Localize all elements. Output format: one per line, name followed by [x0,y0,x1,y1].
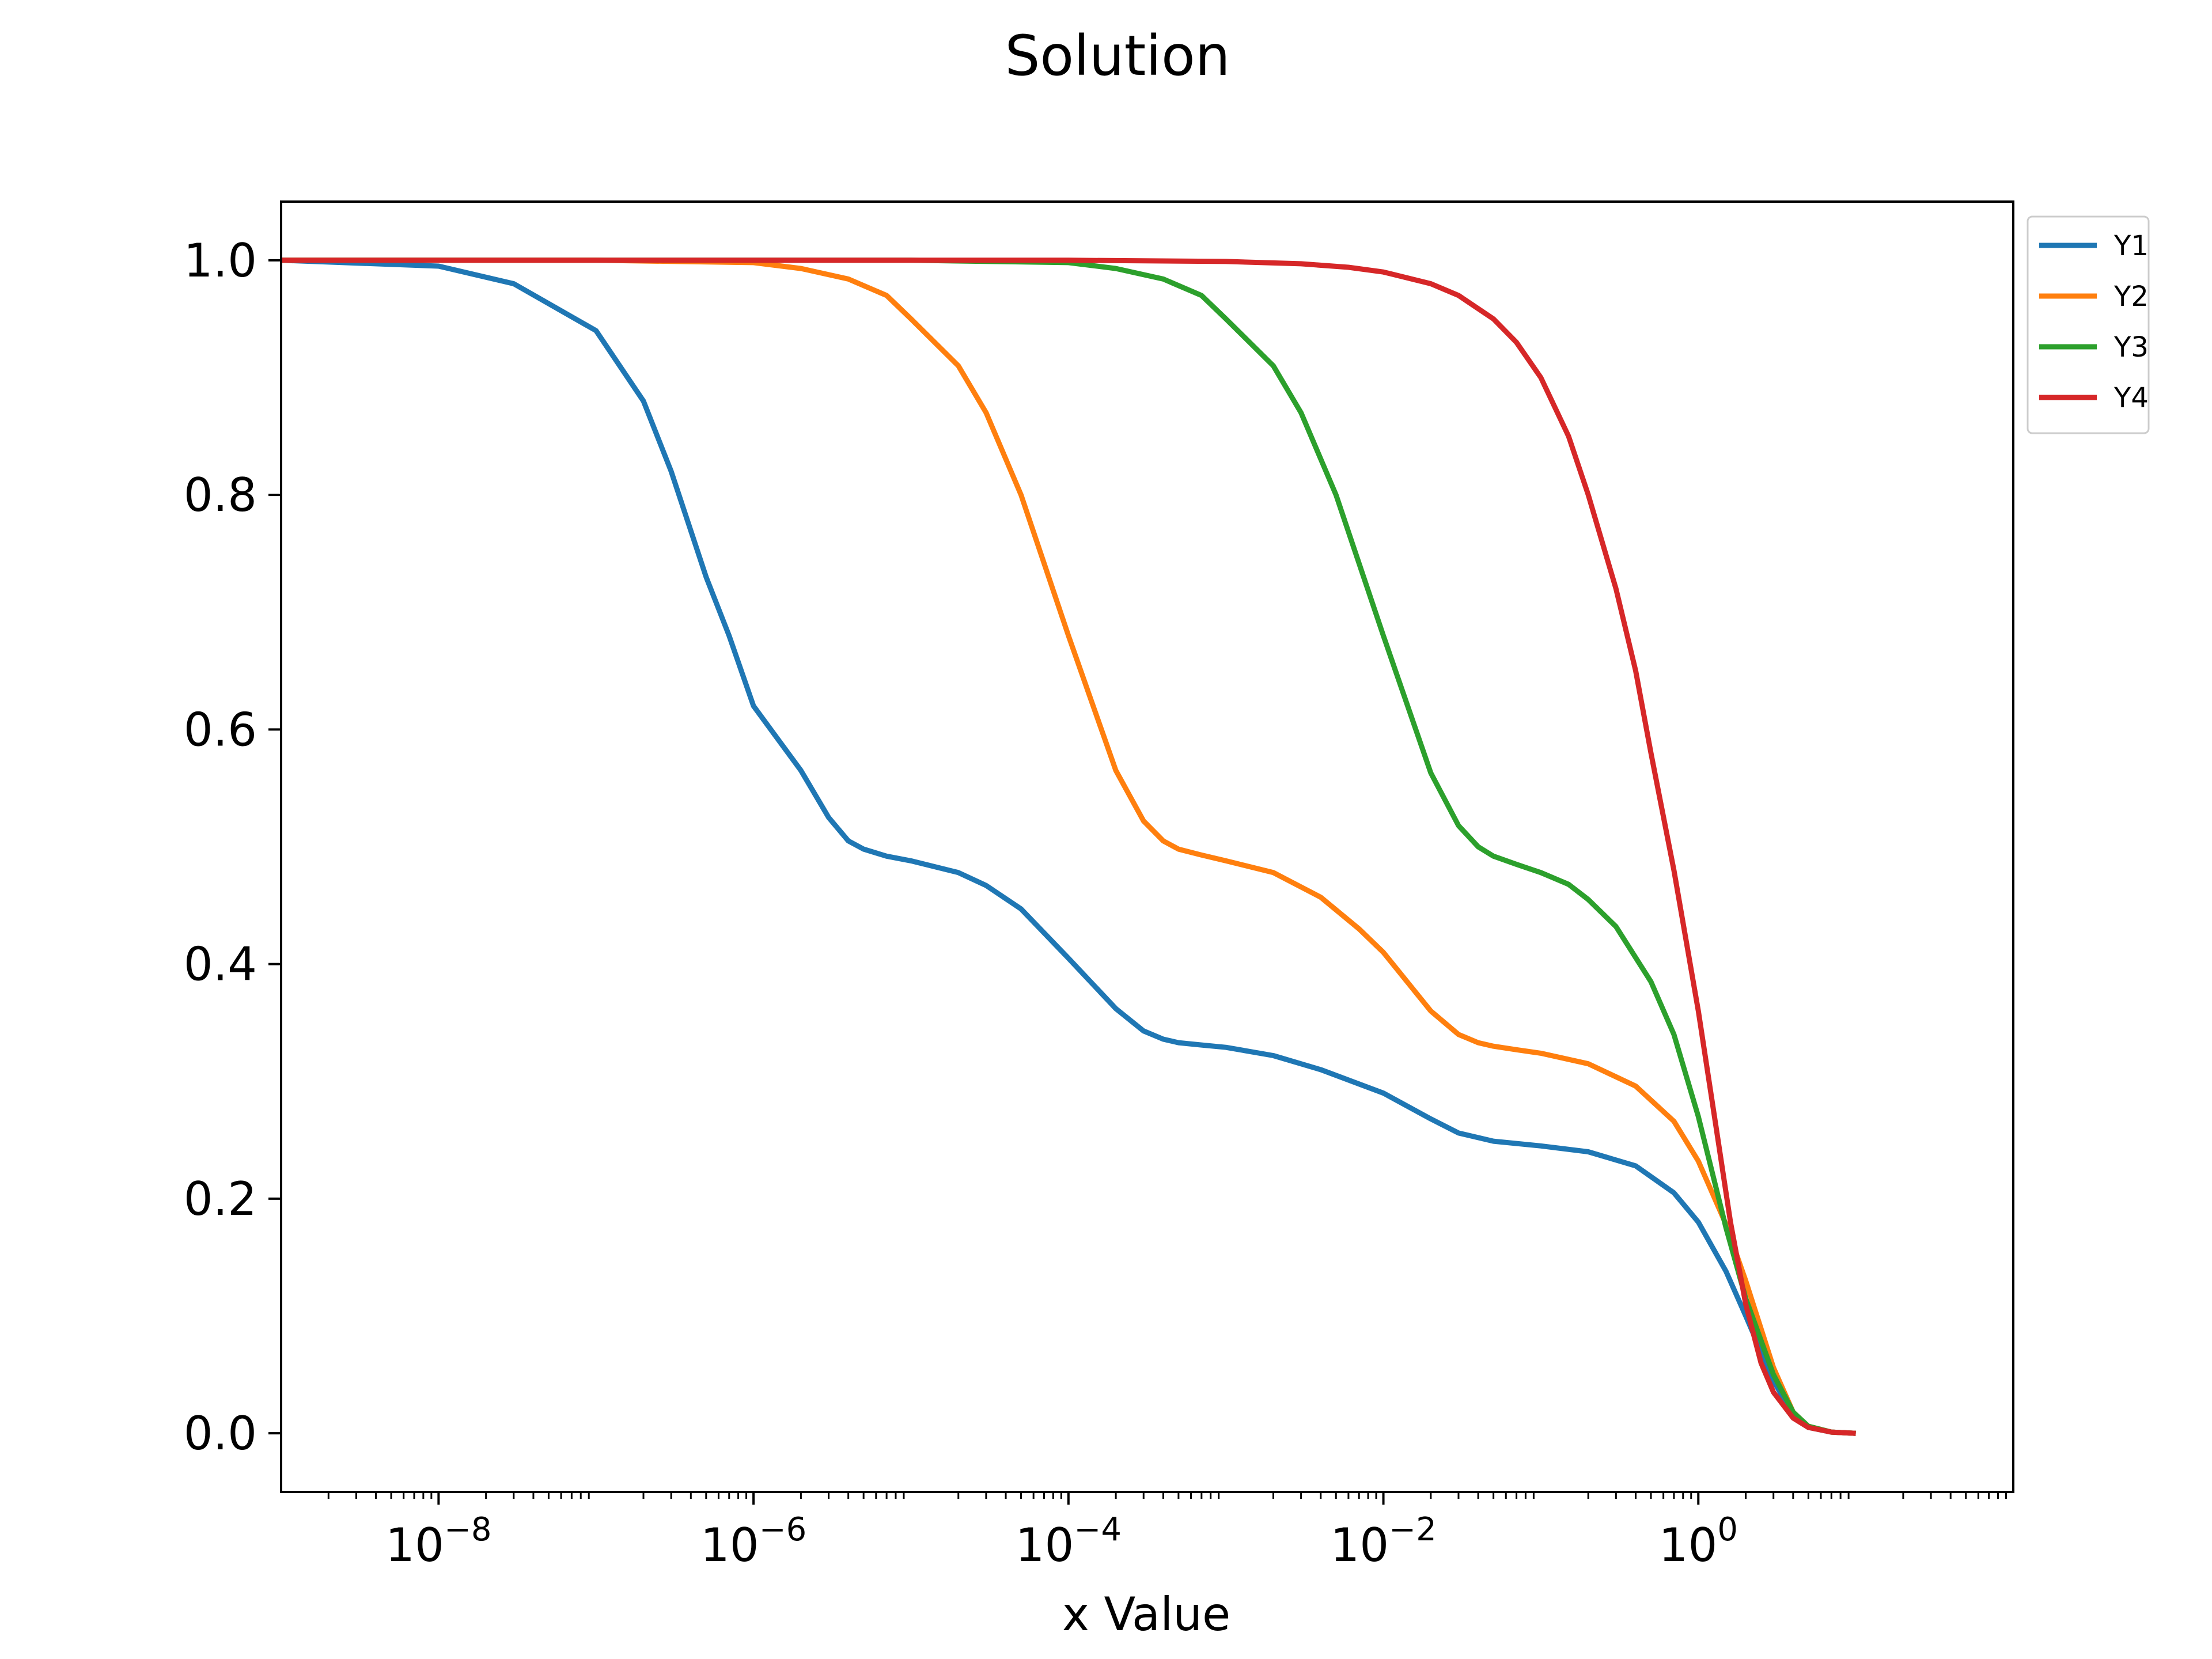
y-tick-label: 0.4 [184,938,257,991]
legend-label-y1: Y1 [2113,230,2149,262]
y-axis: 0.0 0.2 0.4 0.6 0.8 1.0 [184,234,281,1460]
y-tick-label: 0.0 [184,1407,257,1460]
x-tick-label: 10−6 [700,1511,806,1572]
legend-box [2027,215,2150,434]
plot-area [280,200,2014,1493]
plot-frame [280,200,2014,1493]
y-tick-label: 1.0 [184,234,257,287]
x-tick-label: 10−2 [1330,1511,1436,1572]
y-tick-label: 0.6 [184,703,257,756]
legend-label-y2: Y2 [2113,281,2149,313]
x-tick-label: 10−8 [385,1511,491,1572]
y-tick-label: 0.2 [184,1172,257,1226]
x-axis-label: x Value [1062,1588,1230,1641]
legend-label-y4: Y4 [2113,382,2149,414]
series-line-y1 [281,257,1856,1436]
plot-background [281,202,2013,1492]
x-axis: 10−8 10−6 10−4 10−2 100 [327,1492,2007,1572]
series-line-y3 [281,257,1856,1436]
chart-title: Solution [1005,24,1230,88]
series-lines [281,257,1856,1436]
x-tick-label: 10−4 [1016,1511,1122,1572]
series-line-y4 [281,257,1856,1436]
x-tick-label: 100 [1659,1511,1738,1572]
y-tick-label: 0.8 [184,468,257,522]
legend: Y1 Y2 Y3 Y4 [2027,215,2150,434]
legend-label-y3: Y3 [2113,331,2149,363]
